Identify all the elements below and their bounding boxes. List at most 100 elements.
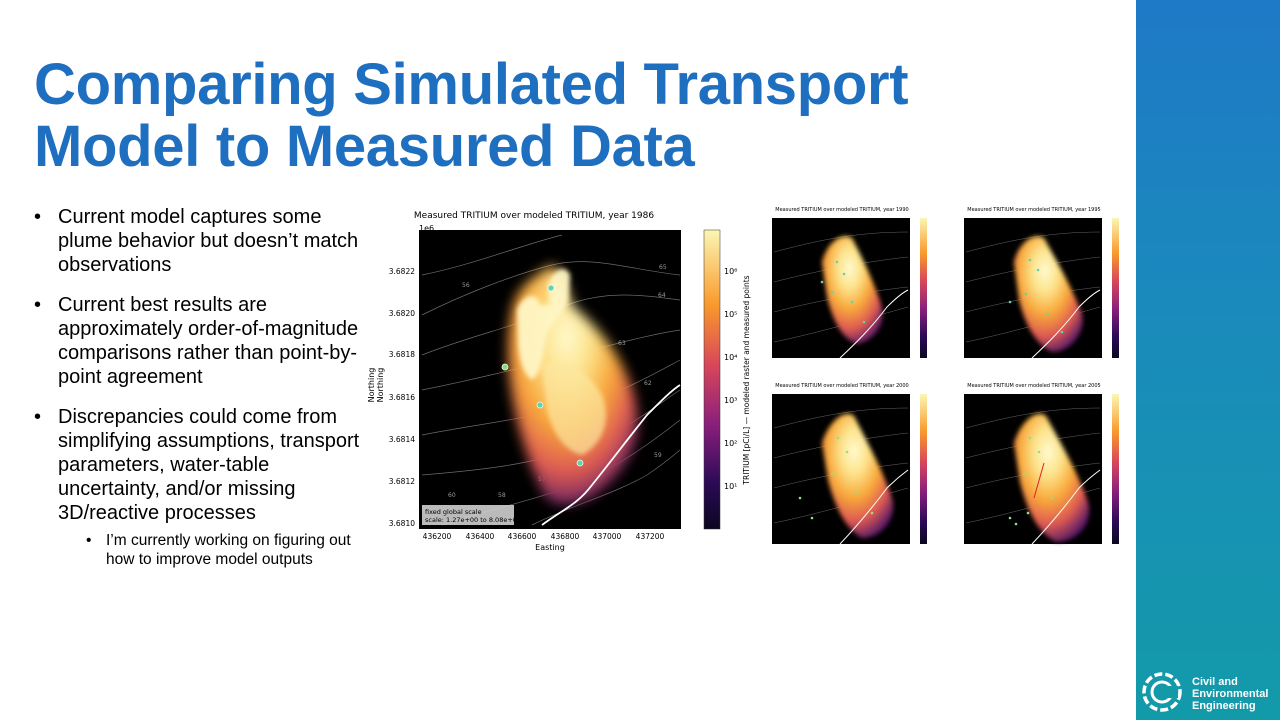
y-tick-label: 3.6812 xyxy=(389,477,415,486)
contour-label: 58 xyxy=(498,492,506,499)
colorbar-label: TRITIUM [pCi/L] — modeled raster and mea… xyxy=(742,275,751,485)
scale-note-line2: scale: 1.27e+00 to 8.08e+06 xyxy=(425,516,521,524)
measured-point xyxy=(842,272,846,276)
measured-points xyxy=(820,260,866,324)
modeled-plume xyxy=(508,265,638,505)
contour-label: 63 xyxy=(618,340,626,347)
bullet-item: Discrepancies could come from simplifyin… xyxy=(30,405,365,569)
measured-point xyxy=(1037,450,1041,454)
y-axis: 3.6822 3.6820 3.6818 3.6816 3.6814 3.681… xyxy=(389,267,415,528)
small-colorbar xyxy=(920,218,927,358)
x-tick-label: 437200 xyxy=(636,532,665,541)
contour-label: 56 xyxy=(462,282,470,289)
contour-label: 59 xyxy=(654,452,662,459)
measured-point xyxy=(835,260,839,264)
x-tick-label: 436600 xyxy=(508,532,537,541)
bullet-text: Current model captures some plume behavi… xyxy=(58,206,359,276)
measured-point xyxy=(1008,300,1012,304)
boundary-line xyxy=(541,384,681,526)
main-map-offset-label: 1e6 xyxy=(419,224,434,233)
boundary-line xyxy=(839,289,909,359)
sub-bullet-list: I’m currently working on figuring out ho… xyxy=(58,531,365,569)
scale-note-box xyxy=(422,505,514,525)
bullet-text: Current best results are approximately o… xyxy=(58,294,359,388)
small-map-2000: Measured TRITIUM over modeled TRITIUM, y… xyxy=(772,383,927,545)
trend-line xyxy=(1033,462,1045,499)
boundary-line xyxy=(1031,469,1101,545)
measured-points xyxy=(1008,436,1054,526)
plume xyxy=(822,413,894,538)
measured-point xyxy=(845,450,849,454)
y-axis-label-repeat: Northing xyxy=(376,368,385,403)
small-map-title: Measured TRITIUM over modeled TRITIUM, y… xyxy=(775,383,908,389)
colorbar-tick-label: 10³ xyxy=(724,396,737,405)
measured-point xyxy=(536,401,544,409)
bullet-text: Discrepancies could come from simplifyin… xyxy=(58,406,360,524)
small-map-title: Measured TRITIUM over modeled TRITIUM, y… xyxy=(967,383,1100,389)
measured-point xyxy=(855,491,859,495)
x-tick-label: 437000 xyxy=(593,532,622,541)
x-tick-label: 436400 xyxy=(466,532,495,541)
measured-point xyxy=(850,300,854,304)
colorbar-tick-label: 10⁴ xyxy=(724,353,737,362)
brand-line-1: Civil and xyxy=(1192,676,1238,688)
brand-line-3: Engineering xyxy=(1192,700,1256,712)
y-tick-label: 3.6810 xyxy=(389,519,415,528)
measured-point xyxy=(576,459,584,467)
measured-point xyxy=(547,284,555,292)
measured-point xyxy=(1026,511,1030,515)
measured-point xyxy=(501,363,509,371)
title-line-2: Model to Measured Data xyxy=(34,114,695,179)
sub-bullet-text: I’m currently working on figuring out ho… xyxy=(106,532,351,568)
measured-point xyxy=(1008,516,1012,520)
contour-label: 62 xyxy=(644,380,652,387)
small-map-2005: Measured TRITIUM over modeled TRITIUM, y… xyxy=(964,383,1119,545)
y-tick-label: 3.6822 xyxy=(389,267,415,276)
bullet-item: Current best results are approximately o… xyxy=(30,293,365,389)
measured-point xyxy=(810,516,814,520)
y-tick-label: 3.6814 xyxy=(389,435,415,444)
main-map-figure: Measured TRITIUM over modeled TRITIUM, y… xyxy=(367,211,751,552)
measured-point xyxy=(1022,472,1026,476)
measured-point xyxy=(1050,496,1054,500)
colorbar-tick-label: 10⁵ xyxy=(724,310,737,319)
measured-point xyxy=(862,320,866,324)
brand-block: Civil and Environmental Engineering xyxy=(1140,668,1280,716)
colorbar-tick-label: 10⁶ xyxy=(724,267,737,276)
boundary-line xyxy=(839,469,909,545)
sub-bullet-item: I’m currently working on figuring out ho… xyxy=(58,531,365,569)
brand-line-2: Environmental xyxy=(1192,688,1269,700)
colorbar-ticks: 10⁶ 10⁵ 10⁴ 10³ 10² 10¹ xyxy=(724,267,737,491)
small-map-1995: Measured TRITIUM over modeled TRITIUM, y… xyxy=(964,207,1119,359)
measured-point xyxy=(870,511,874,515)
measured-point xyxy=(1028,258,1032,262)
measured-point xyxy=(820,280,824,284)
university-logo-icon xyxy=(1142,672,1182,712)
contour-label: 64 xyxy=(658,292,666,299)
measured-point xyxy=(1060,330,1064,334)
measured-point xyxy=(1046,312,1050,316)
y-tick-label: 3.6820 xyxy=(389,309,415,318)
bullet-item: Current model captures some plume behavi… xyxy=(30,205,365,277)
measured-point xyxy=(830,290,834,294)
boundary-line xyxy=(1031,289,1101,359)
plume xyxy=(1014,413,1090,542)
y-tick-label: 3.6816 xyxy=(389,393,415,402)
bullet-list: Current model captures some plume behavi… xyxy=(30,205,365,585)
main-map-title: Measured TRITIUM over modeled TRITIUM, y… xyxy=(414,211,654,221)
measured-point xyxy=(1036,268,1040,272)
small-map-title: Measured TRITIUM over modeled TRITIUM, y… xyxy=(967,207,1100,213)
measured-point xyxy=(798,496,802,500)
measured-point xyxy=(1024,292,1028,296)
measured-points xyxy=(798,436,874,520)
small-colorbar xyxy=(1112,218,1119,358)
title-line-1: Comparing Simulated Transport xyxy=(34,52,909,117)
slide-title: Comparing Simulated Transport Model to M… xyxy=(34,54,1124,178)
colorbar-tick-label: 10¹ xyxy=(724,482,737,491)
measured-point xyxy=(830,472,834,476)
x-tick-label: 436800 xyxy=(551,532,580,541)
small-map-title: Measured TRITIUM over modeled TRITIUM, y… xyxy=(775,207,908,213)
y-axis-label: Northing xyxy=(367,368,376,403)
x-axis-label: Easting xyxy=(535,543,565,552)
small-map-1990: Measured TRITIUM over modeled TRITIUM, y… xyxy=(772,207,927,359)
